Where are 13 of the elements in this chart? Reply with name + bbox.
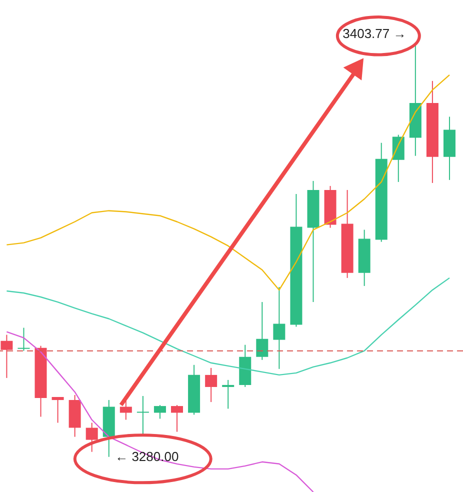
candlestick (154, 404, 166, 420)
candlestick (273, 286, 286, 370)
candlestick (392, 134, 404, 182)
candlestick (52, 396, 64, 424)
candlestick (256, 302, 268, 360)
annotation: 3403.77 → (342, 26, 406, 41)
candlestick (0, 334, 13, 378)
candlestick (136, 396, 149, 436)
candlestick (222, 379, 234, 410)
candlestick (205, 367, 218, 403)
candlestick (171, 404, 184, 432)
candlestick (86, 422, 98, 452)
candlestick (18, 327, 30, 352)
